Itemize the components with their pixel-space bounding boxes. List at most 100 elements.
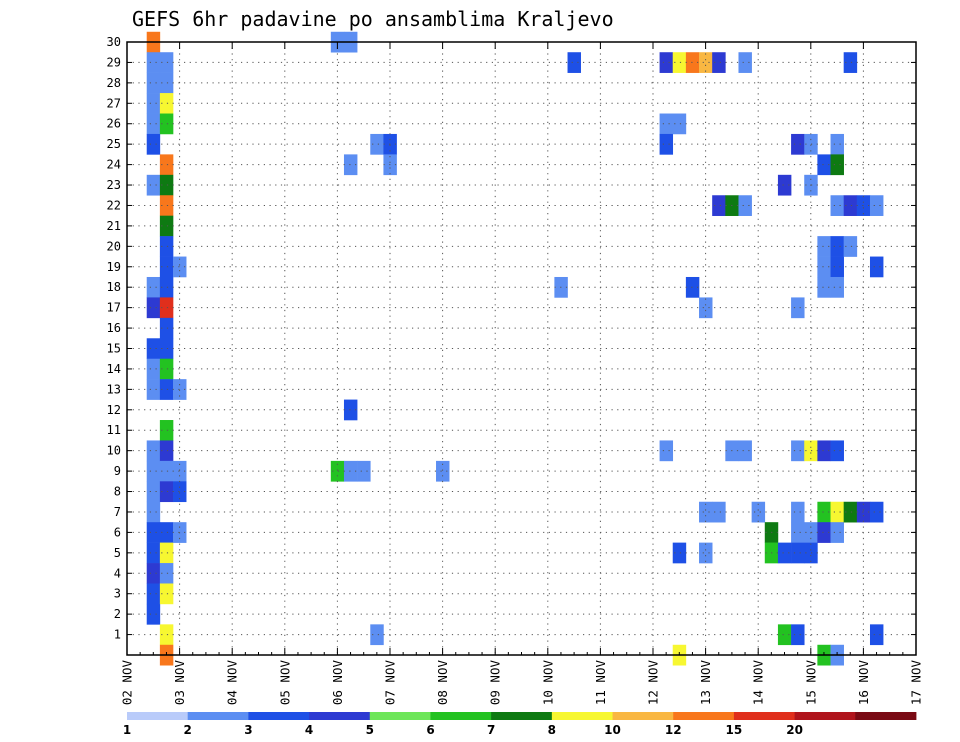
x-tick-label: 04 NOV xyxy=(225,660,240,706)
y-tick-label: 23 xyxy=(107,178,121,192)
heat-cell xyxy=(146,113,161,135)
heat-cell xyxy=(830,501,844,523)
heat-cell xyxy=(830,195,844,216)
heat-cell xyxy=(159,297,174,319)
x-tick-label: 09 NOV xyxy=(488,660,503,706)
heat-cell xyxy=(159,542,174,564)
heat-cell xyxy=(791,522,805,543)
heat-cell xyxy=(830,236,844,257)
heat-cell xyxy=(869,501,884,523)
colorbar-label: 2 xyxy=(184,723,192,737)
y-tick-label: 11 xyxy=(107,423,121,437)
heat-cell xyxy=(712,52,726,73)
heat-cell xyxy=(843,52,858,73)
y-tick-label: 10 xyxy=(107,444,121,458)
colorbar-label: 7 xyxy=(487,723,495,737)
heat-cell xyxy=(146,460,161,482)
y-tick-label: 4 xyxy=(114,566,121,580)
y-tick-label: 20 xyxy=(107,239,121,253)
y-tick-label: 18 xyxy=(107,280,121,294)
heat-cell xyxy=(856,195,871,216)
heat-cell xyxy=(159,256,174,278)
y-tick-label: 9 xyxy=(114,464,121,478)
heat-cell xyxy=(357,460,371,482)
heat-cell xyxy=(159,72,174,94)
heat-cell xyxy=(672,113,687,135)
x-tick-label: 02 NOV xyxy=(120,660,135,706)
heat-cell xyxy=(791,624,805,646)
y-tick-label: 29 xyxy=(107,55,121,69)
colorbar-label: 4 xyxy=(305,723,313,737)
heat-cell xyxy=(830,256,844,278)
heat-cell xyxy=(817,276,831,298)
heat-cell xyxy=(712,501,726,523)
x-tick-label: 14 NOV xyxy=(751,660,766,706)
heat-cell xyxy=(672,52,687,73)
heat-cell xyxy=(804,133,818,155)
x-tick-label: 06 NOV xyxy=(330,660,345,706)
heat-cell xyxy=(159,174,174,196)
heat-cell xyxy=(791,501,805,523)
heat-cell xyxy=(869,256,884,278)
colorbar-swatch xyxy=(733,712,796,720)
colorbar-swatch xyxy=(430,712,492,720)
heat-cell xyxy=(791,297,805,319)
heat-cell xyxy=(343,154,358,176)
y-tick-label: 16 xyxy=(107,321,121,335)
x-tick-label: 13 NOV xyxy=(698,660,713,706)
y-tick-label: 13 xyxy=(107,382,121,396)
y-tick-label: 6 xyxy=(114,525,121,539)
heat-cell xyxy=(146,583,161,605)
heat-cell xyxy=(712,195,726,216)
colorbar-swatch xyxy=(369,712,431,720)
colorbar-label: 8 xyxy=(548,723,556,737)
colorbar-label: 12 xyxy=(665,723,682,737)
heat-cell xyxy=(159,624,174,646)
heat-cell xyxy=(343,460,358,482)
colorbar-label: 3 xyxy=(244,723,252,737)
heat-cell xyxy=(817,256,831,278)
x-tick-label: 07 NOV xyxy=(383,660,398,706)
heat-cell xyxy=(146,501,161,523)
heat-cell xyxy=(146,379,161,400)
x-tick-label: 03 NOV xyxy=(172,660,187,706)
colorbar-swatch xyxy=(187,712,249,720)
heat-cell xyxy=(173,379,187,400)
heat-cell xyxy=(146,174,161,196)
y-tick-label: 5 xyxy=(114,546,121,560)
colorbar-label: 10 xyxy=(604,723,621,737)
y-tick-label: 25 xyxy=(107,137,121,151)
heat-cell xyxy=(843,501,858,523)
x-tick-label: 10 NOV xyxy=(540,660,555,706)
heat-cell xyxy=(146,338,161,360)
y-tick-label: 2 xyxy=(114,607,121,621)
heat-cell xyxy=(146,563,161,584)
heat-cell xyxy=(159,52,174,73)
heat-cell xyxy=(791,440,805,462)
colorbar-swatch xyxy=(551,712,613,720)
heat-cell xyxy=(159,420,174,441)
heat-cell xyxy=(685,276,700,298)
heat-cell xyxy=(817,236,831,257)
heat-cell xyxy=(146,52,161,73)
heat-cell xyxy=(159,481,174,503)
heat-cell xyxy=(436,460,450,482)
y-tick-label: 7 xyxy=(114,505,121,519)
heat-cell xyxy=(738,52,752,73)
heat-cell xyxy=(146,481,161,503)
heat-cell xyxy=(791,542,805,564)
heat-cell xyxy=(659,113,674,135)
heat-cell xyxy=(869,195,884,216)
heat-cell xyxy=(699,501,713,523)
heat-cell xyxy=(146,358,161,380)
heat-cell xyxy=(659,440,674,462)
colorbar-swatch xyxy=(127,712,189,720)
colorbar-label: 15 xyxy=(726,723,743,737)
heat-cell xyxy=(843,195,858,216)
x-tick-label: 17 NOV xyxy=(909,660,924,706)
heat-cell xyxy=(330,460,345,482)
y-tick-label: 8 xyxy=(114,485,121,499)
heat-cell xyxy=(159,154,174,176)
heat-cell xyxy=(159,276,174,298)
heat-cell xyxy=(699,52,713,73)
